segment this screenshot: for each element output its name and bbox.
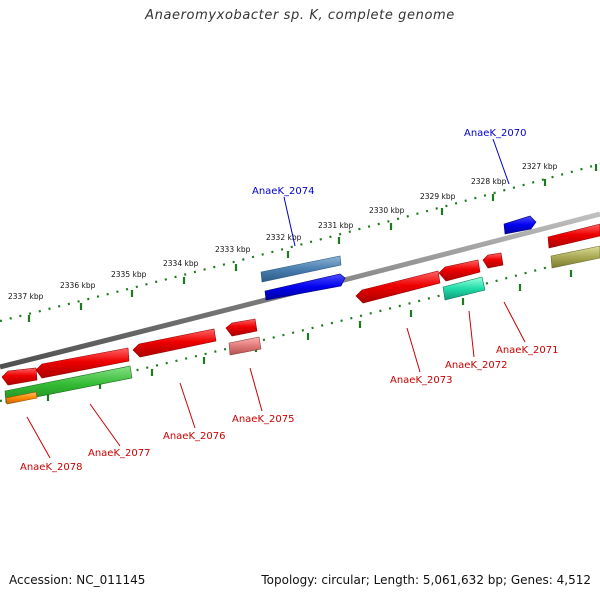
gene-label-2076[interactable]: AnaeK_2076: [163, 431, 225, 442]
scale-label: 2333 kbp: [215, 245, 251, 254]
leader-2077: [89, 403, 121, 447]
leader-2073: [406, 327, 421, 373]
gene-arrow-2075-pink[interactable]: [228, 336, 262, 356]
gene-arrow-2077-green[interactable]: [4, 365, 133, 404]
gene-arrow-2072[interactable]: [438, 259, 481, 282]
leader-2072: [468, 310, 475, 358]
leader-2076: [179, 382, 196, 429]
gene-arrow-2074[interactable]: [264, 273, 346, 301]
gene-label-2071[interactable]: AnaeK_2071: [496, 345, 558, 356]
gene-arrow-2074-outer[interactable]: [260, 255, 342, 283]
accession-text: Accession: NC_011145: [9, 573, 146, 587]
gene-arrow-2078[interactable]: [1, 367, 38, 386]
gene-arrow-right-edge[interactable]: [547, 223, 600, 249]
scale-label: 2330 kbp: [369, 206, 405, 215]
leader-2078: [26, 416, 51, 459]
inner-scale-ring: [0, 251, 600, 403]
gene-label-2075[interactable]: AnaeK_2075: [232, 414, 294, 425]
leader-2074: [283, 196, 296, 247]
scale-label: 2327 kbp: [522, 162, 558, 171]
scale-label: 2332 kbp: [266, 233, 302, 242]
gene-arrow-2073[interactable]: [355, 270, 441, 304]
gene-label-2073[interactable]: AnaeK_2073: [390, 375, 452, 386]
leader-2075: [249, 367, 263, 412]
gene-arrow-2072-teal[interactable]: [442, 276, 486, 301]
gene-label-2078[interactable]: AnaeK_2078: [20, 462, 82, 473]
gene-arrow-2070[interactable]: [503, 215, 537, 235]
gene-labels: AnaeK_2074 AnaeK_2070 AnaeK_2078 AnaeK_2…: [20, 128, 558, 473]
gene-arrow-2077[interactable]: [35, 347, 130, 379]
map-title: Anaeromyxobacter sp. K, complete genome: [145, 8, 455, 23]
gene-label-2074[interactable]: AnaeK_2074: [252, 186, 314, 197]
scale-label: 2331 kbp: [318, 221, 354, 230]
scale-label: 2336 kbp: [60, 281, 96, 290]
scale-label: 2329 kbp: [420, 192, 456, 201]
gene-arrow-2071[interactable]: [482, 252, 504, 269]
scale-label: 2337 kbp: [8, 292, 44, 301]
gene-label-2070[interactable]: AnaeK_2070: [464, 128, 526, 139]
scale-label: 2328 kbp: [471, 177, 507, 186]
scale-labels: 2337 kbp 2336 kbp 2335 kbp 2334 kbp 2333 kbp…: [8, 162, 558, 301]
gene-arrow-2075[interactable]: [225, 318, 258, 337]
gene-arrow-2078-orange[interactable]: [5, 391, 38, 405]
topology-text: Topology: circular; Length: 5,061,632 bp…: [261, 573, 591, 587]
leader-2070: [492, 138, 510, 185]
scale-label: 2334 kbp: [163, 259, 199, 268]
reverse-strand: [1, 252, 504, 405]
gene-arrow-2076[interactable]: [132, 328, 217, 358]
gene-label-2072[interactable]: AnaeK_2072: [445, 360, 507, 371]
major-ticks: [27, 164, 598, 401]
leader-lines: [26, 138, 526, 459]
forward-strand: [260, 215, 600, 301]
leader-2071: [503, 301, 526, 343]
gene-arrow-olive[interactable]: [550, 245, 600, 269]
scale-label: 2335 kbp: [111, 270, 147, 279]
gene-label-2077[interactable]: AnaeK_2077: [88, 448, 150, 459]
